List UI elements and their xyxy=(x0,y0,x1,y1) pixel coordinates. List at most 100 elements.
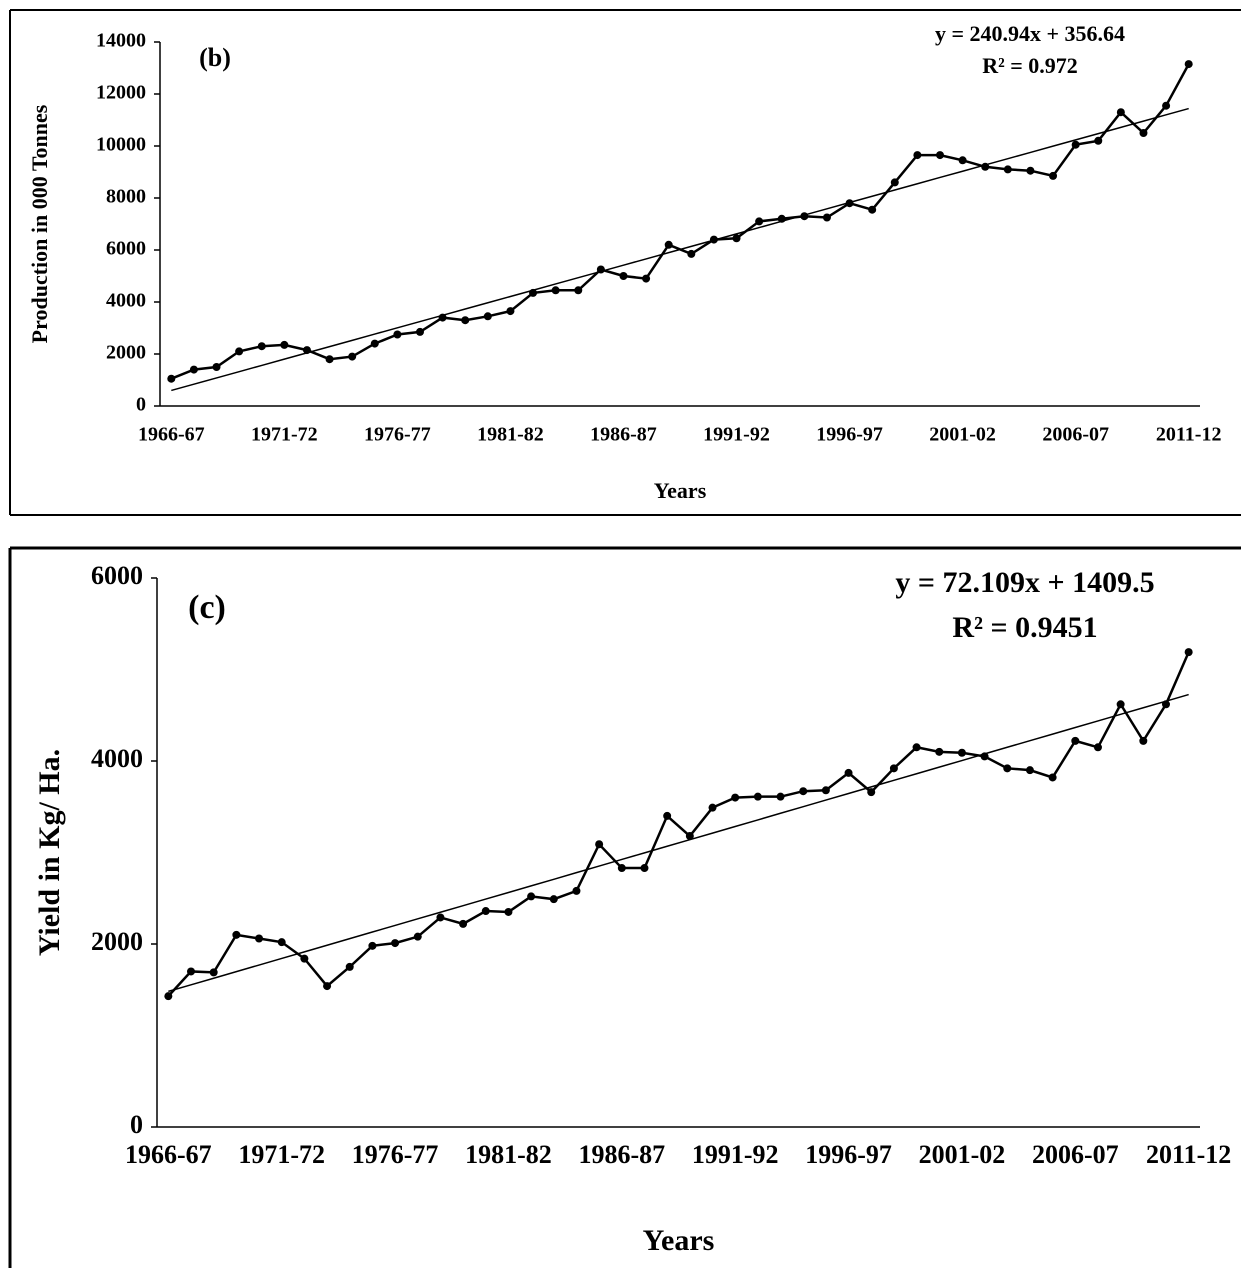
data-line xyxy=(170,63,1190,380)
point xyxy=(685,832,694,841)
point xyxy=(687,249,696,258)
x-tick-label: 1996-97 xyxy=(805,1140,892,1169)
point xyxy=(345,962,354,971)
point xyxy=(1116,700,1125,709)
x-tick-label: 1991-92 xyxy=(703,424,770,446)
point xyxy=(1025,766,1034,775)
y-tick-label: 4000 xyxy=(91,744,143,773)
point xyxy=(280,340,289,349)
point xyxy=(323,982,332,991)
x-tick-label: 1971-72 xyxy=(238,1140,325,1169)
y-tick-label: 12000 xyxy=(96,82,146,104)
point xyxy=(368,941,377,950)
point xyxy=(189,365,198,374)
point xyxy=(459,919,468,928)
x-tick-label: 1991-92 xyxy=(692,1140,779,1169)
y-tick-label: 2000 xyxy=(106,342,146,364)
x-tick-label: 1971-72 xyxy=(251,424,318,446)
point xyxy=(1003,165,1012,174)
point xyxy=(348,352,357,361)
point xyxy=(799,787,808,796)
y-tick-label: 0 xyxy=(130,1110,143,1139)
point xyxy=(1026,166,1035,175)
point xyxy=(776,792,785,801)
point xyxy=(1049,171,1058,180)
point xyxy=(913,151,922,160)
point xyxy=(209,968,218,977)
point xyxy=(506,307,515,316)
x-tick-label: 2011-12 xyxy=(1156,424,1222,446)
r-squared: R² = 0.9451 xyxy=(952,611,1097,644)
x-tick-label: 1986-87 xyxy=(578,1140,665,1169)
point xyxy=(617,864,626,873)
point xyxy=(1184,648,1193,657)
point xyxy=(595,840,604,849)
x-tick-label: 1981-82 xyxy=(477,424,544,446)
panel-label: (b) xyxy=(199,43,231,72)
point xyxy=(549,895,558,904)
point xyxy=(957,748,966,757)
point xyxy=(821,786,830,795)
point xyxy=(1116,108,1125,117)
y-tick-label: 2000 xyxy=(91,927,143,956)
point xyxy=(436,913,445,922)
point xyxy=(393,330,402,339)
x-tick-label: 2006-07 xyxy=(1042,424,1109,446)
point xyxy=(642,274,651,283)
y-tick-label: 4000 xyxy=(106,290,146,312)
point xyxy=(822,213,831,222)
point xyxy=(1048,773,1057,782)
point xyxy=(889,764,898,773)
point xyxy=(232,930,241,939)
point xyxy=(844,768,853,777)
point xyxy=(300,954,309,963)
x-tick-label: 1996-97 xyxy=(816,424,883,446)
y-tick-label: 8000 xyxy=(106,186,146,208)
point xyxy=(1162,101,1171,110)
point xyxy=(958,156,967,165)
y-tick-label: 10000 xyxy=(96,134,146,156)
y-tick-label: 6000 xyxy=(106,238,146,260)
point xyxy=(619,272,628,280)
point xyxy=(235,347,244,356)
equation: y = 72.109x + 1409.5 xyxy=(895,566,1154,599)
point xyxy=(1139,736,1148,745)
point xyxy=(936,151,944,160)
x-tick-label: 2001-02 xyxy=(919,1140,1006,1169)
point xyxy=(732,234,741,243)
point xyxy=(1093,743,1102,752)
x-tick-label: 2011-12 xyxy=(1146,1140,1231,1169)
equation: y = 240.94x + 356.64 xyxy=(935,21,1125,46)
x-axis-title: Years xyxy=(643,1224,715,1257)
x-tick-label: 1986-87 xyxy=(590,424,657,446)
point xyxy=(416,327,424,336)
x-tick-label: 1981-82 xyxy=(465,1140,552,1169)
point xyxy=(527,892,536,901)
r-squared: R² = 0.972 xyxy=(982,53,1078,78)
point xyxy=(504,907,513,916)
point xyxy=(708,803,717,812)
point xyxy=(167,374,176,383)
frame xyxy=(9,9,1241,516)
y-axis-title: Yield in Kg/ Ha. xyxy=(33,749,66,956)
point xyxy=(1184,60,1193,69)
point xyxy=(370,339,379,348)
trend-line xyxy=(171,107,1189,392)
point xyxy=(187,967,196,976)
point xyxy=(255,934,264,943)
point xyxy=(212,363,221,371)
x-tick-label: 1966-67 xyxy=(125,1140,212,1169)
point xyxy=(1071,140,1080,149)
x-tick-label: 1976-77 xyxy=(364,424,431,446)
x-axis-title: Years xyxy=(654,478,707,503)
point xyxy=(574,286,583,295)
y-tick-label: 14000 xyxy=(96,30,146,52)
y-tick-label: 6000 xyxy=(91,561,143,590)
point xyxy=(890,178,899,187)
point xyxy=(1003,764,1012,773)
point xyxy=(1071,736,1080,745)
y-axis-title: Production in 000 Tonnes xyxy=(27,104,52,343)
point xyxy=(663,811,672,820)
